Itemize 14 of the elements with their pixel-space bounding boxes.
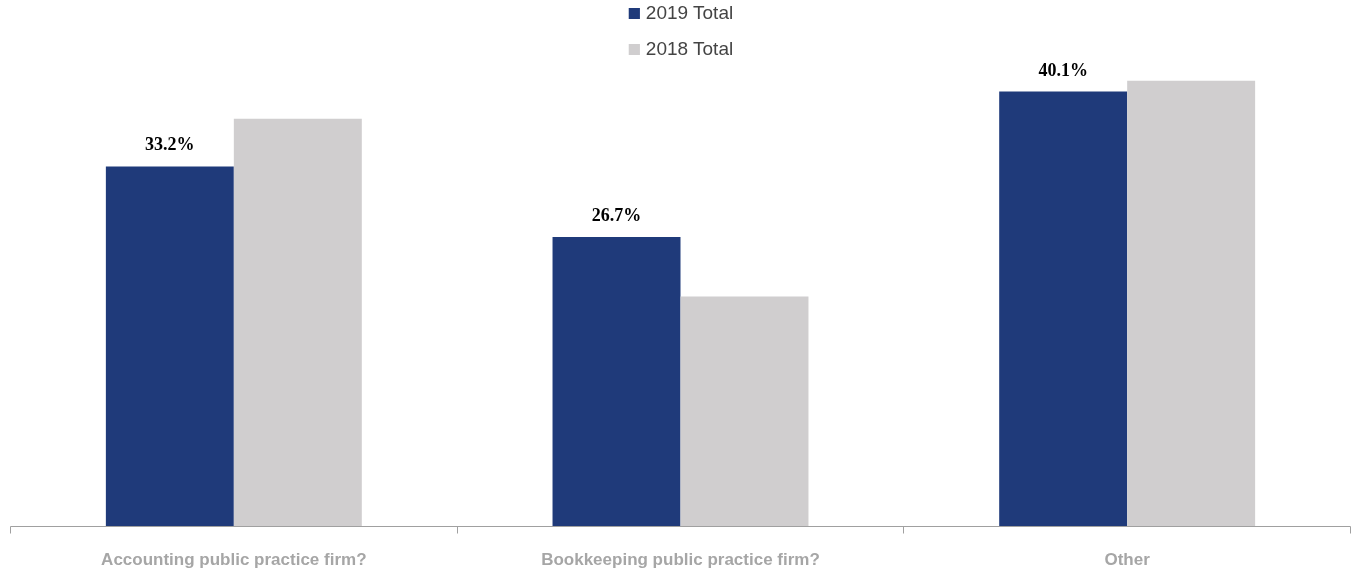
- bar: [105, 166, 234, 527]
- bar: [680, 296, 809, 527]
- bar: [1127, 80, 1256, 527]
- data-label: 26.7%: [591, 204, 642, 225]
- bar: [552, 236, 681, 527]
- legend-label: 2019 Total: [645, 2, 734, 24]
- x-tick-label: Bookkeeping public practice firm?: [541, 549, 820, 569]
- x-tick-label: Other: [1104, 549, 1151, 569]
- bar: [999, 91, 1128, 527]
- data-label: 40.1%: [1038, 59, 1088, 80]
- legend-label: 2018 Total: [645, 38, 734, 60]
- data-label: 33.2%: [145, 134, 195, 155]
- bar: [233, 118, 362, 527]
- x-tick-label: Accounting public practice firm?: [101, 549, 367, 569]
